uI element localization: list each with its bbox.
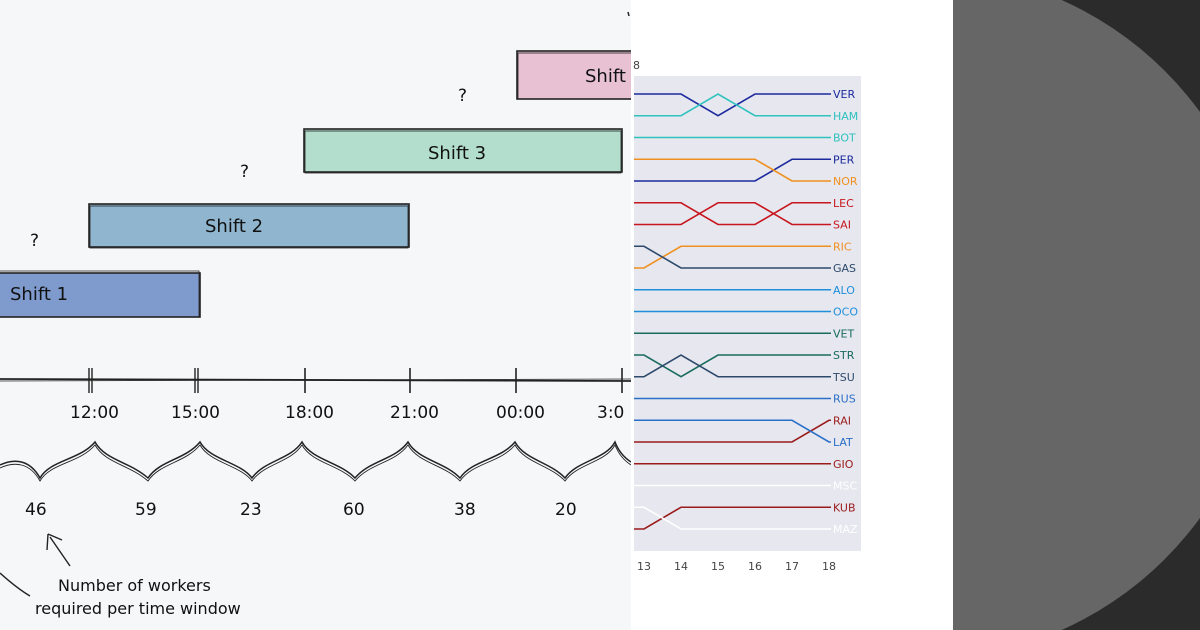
series-label-ver: VER — [833, 88, 855, 101]
annotation-line-1: Number of workers — [58, 576, 211, 595]
series-line-str — [634, 354, 831, 378]
x-tick-label: 14 — [674, 560, 688, 573]
series-label-nor: NOR — [833, 175, 858, 188]
time-label: 00:00 — [496, 403, 545, 423]
worker-count: 59 — [135, 500, 157, 520]
series-line-ric — [634, 245, 831, 269]
shift-2-label: Shift 2 — [205, 216, 263, 237]
annotation-line-2: required per time window — [35, 599, 241, 618]
x-tick-label: 18 — [822, 560, 836, 573]
time-window-braces — [0, 440, 631, 482]
series-label-ham: HAM — [833, 110, 858, 123]
question-mark-2: ? — [240, 162, 249, 182]
shift-bar-1: Shift 1 — [0, 270, 201, 318]
series-label-bot: BOT — [833, 132, 856, 145]
series-line-rai — [634, 419, 831, 443]
shift-bar-2: Shift 2 — [88, 203, 410, 249]
series-line-lat — [634, 419, 831, 443]
question-mark-1: ? — [30, 231, 39, 251]
series-label-ric: RIC — [833, 240, 852, 253]
series-line-lec — [634, 201, 831, 226]
shift-diagram: Shift 1 Shift 2 Shift 3 Shift ? ? ? — [0, 11, 631, 618]
series-line-kub — [634, 506, 831, 530]
series-label-per: PER — [833, 153, 855, 166]
series-label-vet: VET — [833, 327, 854, 340]
series-label-rus: RUS — [833, 393, 856, 406]
decorative-circle — [953, 0, 1200, 630]
time-label: 21:00 — [390, 403, 439, 423]
shift-bar-3: Shift 3 — [303, 128, 623, 174]
worker-count: 46 — [25, 500, 47, 520]
series-label-rai: RAI — [833, 414, 851, 427]
annotation-arrow — [0, 533, 71, 597]
worker-count: 38 — [454, 500, 476, 520]
worker-count: 60 — [343, 500, 365, 520]
shift-diagram-panel: Shift 1 Shift 2 Shift 3 Shift ? ? ? — [0, 11, 631, 618]
series-label-gas: GAS — [833, 262, 856, 275]
x-tick-label: 13 — [637, 560, 651, 573]
series-label-lec: LEC — [833, 197, 854, 210]
x-tick-label: 17 — [785, 560, 799, 573]
shift-1-label: Shift 1 — [10, 284, 68, 305]
series-line-nor — [634, 158, 831, 182]
shift-bar-4: Shift — [516, 50, 631, 100]
series-label-tsu: TSU — [832, 371, 855, 384]
x-tick-label: 15 — [711, 560, 725, 573]
series-label-gio: GIO — [833, 458, 854, 471]
worker-count: 20 — [555, 500, 577, 520]
time-label: 18:00 — [285, 403, 334, 423]
x-tick-label: 16 — [748, 560, 762, 573]
series-label-sai: SAI — [833, 219, 851, 232]
series-line-sai — [634, 201, 831, 226]
series-label-lat: LAT — [833, 436, 853, 449]
worker-count: 23 — [240, 500, 262, 520]
series-line-ham — [634, 93, 831, 117]
series-label-maz: MAZ — [833, 523, 858, 536]
series-label-oco: OCO — [833, 306, 858, 319]
series-label-msc: MSC — [833, 480, 857, 493]
plot-background — [634, 76, 861, 551]
top-tick-label: 8 — [633, 59, 640, 72]
series-label-alo: ALO — [833, 284, 855, 297]
shift-3-label: Shift 3 — [428, 143, 486, 164]
series-line-tsu — [634, 354, 831, 378]
question-mark-3: ? — [458, 86, 467, 106]
time-label: 15:00 — [171, 403, 220, 423]
series-label-str: STR — [833, 349, 855, 362]
series-line-maz — [634, 506, 831, 530]
timeline-axis — [0, 368, 631, 393]
bump-chart-panel: 8 VER HAM BOT PER NOR LEC SAI RIC GAS ALO OCO VET ST… — [631, 0, 953, 630]
bump-chart: 8 VER HAM BOT PER NOR LEC SAI RIC GAS ALO OCO VET ST… — [633, 59, 861, 573]
series-line-per — [634, 158, 831, 182]
time-label: 12:00 — [70, 403, 119, 423]
series-label-kub: KUB — [833, 501, 856, 514]
time-label: 3:0 — [597, 403, 624, 423]
shift-4-label: Shift — [585, 66, 626, 87]
dark-panel — [953, 0, 1200, 630]
series-line-gas — [634, 245, 831, 269]
